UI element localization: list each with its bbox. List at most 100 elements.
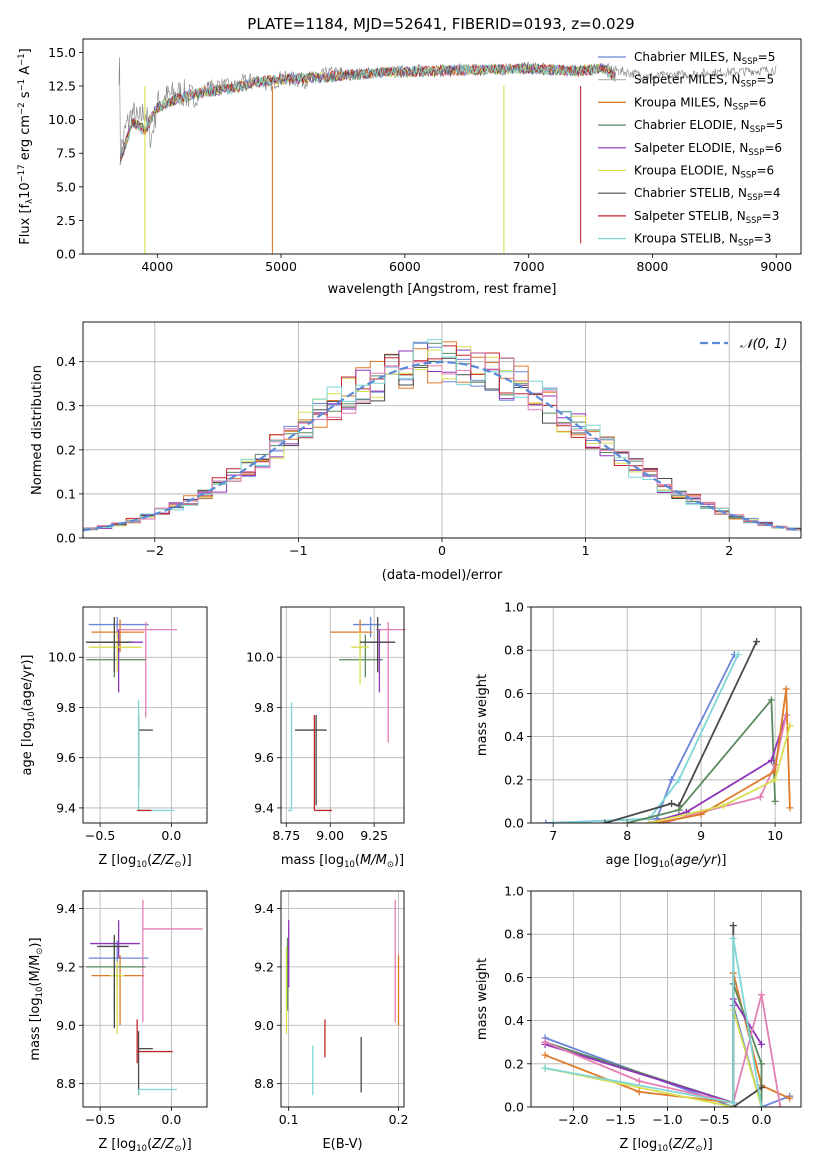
- weight-marker: [601, 819, 609, 823]
- y-tick-label: 10.0: [48, 650, 76, 665]
- weight-marker: [675, 776, 683, 784]
- y-tick-label: 2.5: [56, 213, 76, 228]
- weight-marker: [549, 819, 557, 823]
- y-tick-label: 0.2: [504, 772, 524, 787]
- weight-marker: [757, 1060, 765, 1068]
- y-axis-label: mass weight: [475, 674, 490, 756]
- legend-entry: Kroupa ELODIE, NSSP=6: [634, 164, 774, 181]
- axes-frame: [280, 890, 405, 1108]
- weight-marker: [635, 1088, 643, 1096]
- weight-series-line: [544, 938, 763, 1107]
- x-tick-label: 9: [697, 828, 705, 843]
- x-tick-label: 2: [725, 543, 733, 558]
- weight-marker: [756, 793, 764, 801]
- y-tick-label: 9.0: [56, 1018, 76, 1033]
- weight-marker: [542, 819, 550, 823]
- y-axis-label: mass weight: [475, 958, 490, 1040]
- x-tick-label: 0.0: [161, 1112, 181, 1127]
- weight-series-line: [649, 725, 791, 823]
- y-tick-label: 15.0: [48, 45, 76, 60]
- weight-marker: [786, 722, 794, 730]
- weight-series-line: [545, 654, 736, 823]
- weight-marker: [697, 810, 705, 818]
- x-tick-label: 8: [623, 828, 631, 843]
- weight-marker: [767, 756, 775, 764]
- legend-entry: Salpeter STELIB, NSSP=3: [634, 209, 779, 226]
- data-spectrum-line: [118, 57, 777, 160]
- mass-vs-Z-panel: −0.5 0.0 8.8 9.0 9.2 9.4 Z [log10(Z/Z⊙)] mass […: [28, 890, 208, 1154]
- weight-marker: [757, 1040, 765, 1048]
- weight-marker: [719, 802, 727, 810]
- weight-marker: [729, 1099, 737, 1107]
- y-tick-label: 9.0: [254, 1018, 274, 1033]
- axes-frame: [530, 606, 802, 824]
- x-tick-label: 6000: [389, 259, 421, 274]
- legend-entry: Salpeter ELODIE, NSSP=6: [634, 141, 782, 158]
- y-tick-label: 0.0: [56, 531, 76, 546]
- y-tick-label: 0.2: [56, 442, 76, 457]
- x-axis-label: age [log10(age/yr)]: [606, 853, 727, 870]
- weight-marker: [757, 1103, 765, 1107]
- residuals-plot-area: [83, 339, 801, 533]
- weight-marker: [771, 776, 779, 784]
- spectrum-plot-area: [118, 57, 777, 254]
- x-axis-label: wavelength [Angstrom, rest frame]: [328, 282, 557, 297]
- x-tick-label: 7000: [513, 259, 545, 274]
- weight-marker: [767, 696, 775, 704]
- y-tick-label: 0.0: [504, 816, 524, 831]
- x-tick-label: −1.5: [605, 1112, 635, 1127]
- weight-marker: [541, 1051, 549, 1059]
- weight-vs-Z-panel: −2.0 −1.5 −1.0 −0.5 0.0 0.0 0.2 0.4 0.6 0.8 1.0 Z […: [475, 884, 802, 1154]
- age-vs-mass-panel: 8.75 9.00 9.25 9.4 9.6 9.8 10.0 mass [log10(M/M…: [246, 606, 406, 870]
- x-tick-label: 0.1: [279, 1112, 299, 1127]
- weight-marker: [776, 1103, 784, 1107]
- y-tick-label: 5.0: [56, 179, 76, 194]
- axes-frame: [82, 606, 208, 824]
- x-tick-label: 0.0: [161, 828, 181, 843]
- weight-marker: [675, 806, 683, 814]
- spectrum-legend: Chabrier MILES, NSSP=5 Salpeter MILES, NS…: [598, 50, 783, 249]
- y-axis-label: Flux [fλ10−17 erg cm−2 s−1 A−1]: [17, 48, 35, 244]
- residuals-panel: −2 −1 0 1 2 0.0 0.1 0.2 0.3 0.4 (data-model)/error…: [30, 321, 802, 583]
- axes-frame: [82, 321, 802, 539]
- weight-marker: [786, 804, 794, 812]
- y-tick-label: 9.4: [56, 800, 76, 815]
- figure-title: PLATE=1184, MJD=52641, FIBERID=0193, z=0…: [247, 15, 634, 33]
- legend-entry: Salpeter MILES, NSSP=5: [634, 73, 774, 90]
- y-tick-label: 1.0: [504, 884, 524, 899]
- y-tick-label: 0.3: [56, 398, 76, 413]
- x-tick-label: 0.2: [389, 1112, 409, 1127]
- x-tick-label: −0.5: [85, 828, 115, 843]
- weight-vs-age-panel: 7 8 9 10 0.0 0.2 0.4 0.6 0.8 1.0 age [log10(age/yr…: [475, 600, 802, 870]
- y-tick-label: 0.0: [504, 1100, 524, 1115]
- weight-marker: [541, 1038, 549, 1046]
- y-tick-label: 9.8: [254, 700, 274, 715]
- x-axis-label: Z [log10(Z/Z⊙)]: [619, 1137, 712, 1154]
- y-tick-label: 9.2: [56, 959, 76, 974]
- y-tick-label: 8.8: [254, 1076, 274, 1091]
- weight-series-line: [544, 1009, 763, 1107]
- y-tick-label: 7.5: [56, 146, 76, 161]
- legend-entry: 𝒩(0, 1): [740, 337, 787, 352]
- legend-entry: Chabrier MILES, NSSP=5: [634, 50, 775, 67]
- y-tick-label: 0.0: [56, 247, 76, 262]
- x-tick-label: 0.0: [752, 1112, 772, 1127]
- x-tick-label: −2: [146, 543, 164, 558]
- weight-marker: [729, 922, 737, 930]
- x-tick-label: 10: [767, 828, 783, 843]
- x-tick-label: 9.25: [360, 828, 388, 843]
- weight-marker: [734, 651, 742, 659]
- weight-marker: [668, 800, 676, 808]
- x-tick-label: 9.00: [316, 828, 344, 843]
- x-tick-label: 8000: [637, 259, 669, 274]
- weight-marker: [635, 1077, 643, 1085]
- weight-series-line: [604, 641, 758, 823]
- histogram-step: [83, 339, 801, 532]
- axes-frame: [530, 890, 802, 1108]
- y-tick-label: 0.8: [504, 927, 524, 942]
- x-axis-label: Z [log10(Z/Z⊙)]: [98, 1137, 191, 1154]
- model-spectrum-line: [119, 62, 616, 165]
- x-axis-label: E(B-V): [322, 1137, 362, 1152]
- x-tick-label: 9000: [760, 259, 792, 274]
